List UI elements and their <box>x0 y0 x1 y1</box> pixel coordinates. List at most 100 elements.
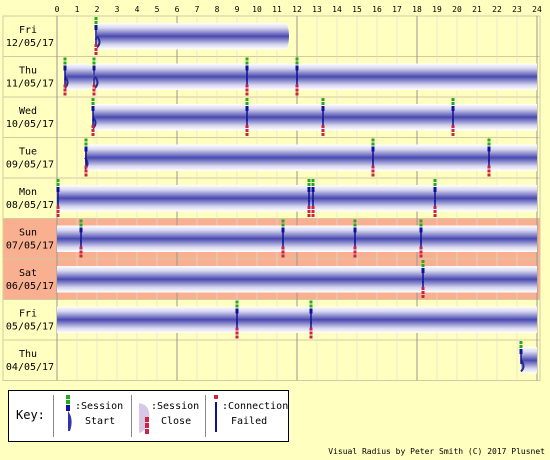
connection-failed-marker <box>79 246 83 250</box>
connection-failed-marker <box>245 133 249 136</box>
session-start-marker <box>56 187 60 192</box>
connection-failed-marker <box>63 84 67 88</box>
connection-failed-marker <box>353 254 357 258</box>
session-start-marker <box>92 61 96 65</box>
connection-failed-marker <box>419 254 423 258</box>
session-start-marker <box>419 227 423 233</box>
session-start-marker <box>56 179 60 182</box>
session-start-marker <box>94 17 98 20</box>
connection-failed-marker <box>353 250 357 254</box>
session-start-marker <box>419 223 423 227</box>
session-start-marker <box>91 106 95 111</box>
hour-tick-label: 5 <box>155 5 160 14</box>
connection-failed-marker <box>92 88 96 92</box>
hour-tick-label: 19 <box>432 5 442 14</box>
session-start-marker <box>419 219 423 223</box>
hour-tick-label: 14 <box>332 5 342 14</box>
connection-failed-marker <box>307 214 311 217</box>
connection-failed-marker <box>419 246 423 250</box>
hour-tick-label: 22 <box>492 5 502 14</box>
key-close-label-1: :Session <box>151 401 200 412</box>
session-start-marker <box>353 223 357 227</box>
hour-tick-label: 20 <box>452 5 462 14</box>
connection-failed-marker <box>79 254 83 258</box>
date-label: 07/05/17 <box>6 241 54 252</box>
key-divider <box>53 395 54 437</box>
session-start-marker <box>309 308 313 314</box>
connection-failed-marker <box>307 206 311 209</box>
date-label: 09/05/17 <box>6 160 54 171</box>
hour-tick-label: 21 <box>472 5 482 14</box>
session-start-marker <box>63 61 67 65</box>
row-border <box>2 339 541 381</box>
connection-failed-marker <box>56 210 60 213</box>
key-close-label-2: Close <box>161 416 192 427</box>
connection-failed-marker <box>421 291 425 294</box>
session-start-marker <box>433 179 437 182</box>
session-start-marker <box>309 300 313 304</box>
session-start-hook <box>94 76 99 89</box>
date-label: 12/05/17 <box>6 38 54 49</box>
connection-failed-marker <box>63 92 67 96</box>
session-start-marker <box>79 219 83 223</box>
connection-failed-marker <box>295 84 299 88</box>
day-label: Thu <box>19 66 37 77</box>
connection-failed-marker <box>63 88 67 92</box>
hour-tick-label: 23 <box>512 5 522 14</box>
hour-tick-label: 17 <box>392 5 402 14</box>
connection-failed-marker <box>487 169 491 173</box>
session-start-marker <box>519 349 523 354</box>
credit-text: Visual Radius by Peter Smith (C) 2017 Pl… <box>328 447 545 456</box>
session-bar <box>95 63 537 90</box>
connection-failed-marker <box>245 125 249 128</box>
connection-failed-marker <box>281 254 285 258</box>
date-label: 06/05/17 <box>6 281 54 292</box>
connection-failed-marker <box>94 48 98 51</box>
connection-failed-marker <box>94 44 98 47</box>
session-start-marker <box>421 268 425 273</box>
session-start-marker <box>295 57 299 61</box>
connection-failed-marker <box>92 92 96 96</box>
session-start-marker <box>421 264 425 267</box>
session-start-marker <box>92 57 96 61</box>
session-bar <box>57 306 537 333</box>
connection-failed-marker <box>235 331 239 335</box>
hour-tick-label: 7 <box>195 5 200 14</box>
connection-failed-marker <box>56 206 60 209</box>
session-start-marker <box>281 223 285 227</box>
connection-failed-marker <box>91 129 95 132</box>
connection-failed-marker <box>353 246 357 250</box>
session-start-marker <box>94 25 98 30</box>
session-start-hook <box>96 35 101 49</box>
session-start-marker <box>421 260 425 263</box>
connection-failed-marker <box>451 125 455 128</box>
connection-failed-marker <box>487 173 491 177</box>
session-start-marker <box>79 223 83 227</box>
hour-tick-label: 0 <box>55 5 60 14</box>
session-start-marker <box>307 179 311 182</box>
connection-failed-marker <box>321 125 325 128</box>
hour-tick-label: 9 <box>235 5 240 14</box>
connection-failed-marker <box>307 210 311 213</box>
day-label: Fri <box>19 309 37 320</box>
connection-failed-icon <box>214 395 218 432</box>
session-start-marker <box>519 345 523 348</box>
session-start-marker <box>321 98 325 101</box>
hour-tick-label: 10 <box>252 5 262 14</box>
session-bar <box>97 23 285 50</box>
day-label: Tue <box>19 147 37 158</box>
connection-failed-marker <box>295 88 299 92</box>
session-start-marker <box>311 183 315 186</box>
session-start-marker <box>245 61 249 65</box>
session-start-marker <box>235 308 239 314</box>
connection-failed-marker <box>84 169 88 173</box>
key-fail-label-1: :Connection <box>222 401 289 412</box>
connection-failed-marker <box>321 133 325 136</box>
session-end-cap <box>281 23 289 50</box>
connection-failed-marker <box>311 214 315 217</box>
session-start-marker <box>487 146 491 152</box>
connection-failed-marker <box>295 92 299 96</box>
session-start-marker <box>94 21 98 24</box>
connection-failed-marker <box>311 210 315 213</box>
session-start-marker <box>281 219 285 223</box>
